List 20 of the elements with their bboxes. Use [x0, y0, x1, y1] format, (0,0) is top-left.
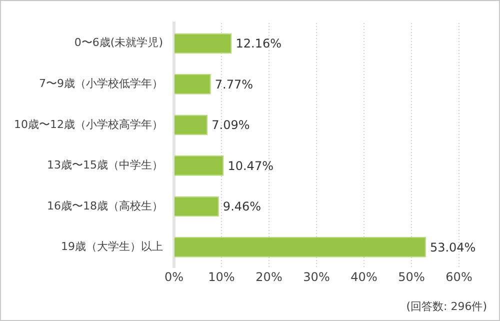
y-tick-label: 19歳（大学生）以上: [60, 240, 163, 254]
y-tick-label: 7〜9歳（小学校低学年）: [38, 77, 163, 90]
data-label: 12.16%: [236, 36, 282, 51]
x-tick-label: 10%: [208, 270, 235, 284]
data-label: 7.09%: [212, 118, 250, 132]
x-tick-label: 30%: [303, 270, 330, 284]
y-tick-label: 0〜6歳(未就学児): [74, 36, 163, 50]
data-label: 9.46%: [222, 200, 262, 214]
data-label: 10.47%: [228, 158, 274, 173]
x-tick-label: 20%: [256, 270, 282, 284]
y-tick-label: 16歳〜18歳（高校生）: [46, 199, 163, 212]
y-tick-label: 10歳〜12歳（小学校高学年）: [14, 118, 163, 131]
data-label: 53.04%: [430, 240, 476, 254]
x-tick-label: 60%: [446, 270, 472, 284]
data-label: 7.77%: [214, 77, 254, 92]
x-tick-label: 0%: [164, 270, 184, 284]
text: (回答数: 296件): [406, 299, 487, 314]
x-tick-label: 40%: [350, 270, 378, 284]
y-tick-label: 13歳〜15歳（中学生）: [46, 158, 163, 172]
x-tick-label: 50%: [398, 270, 425, 284]
